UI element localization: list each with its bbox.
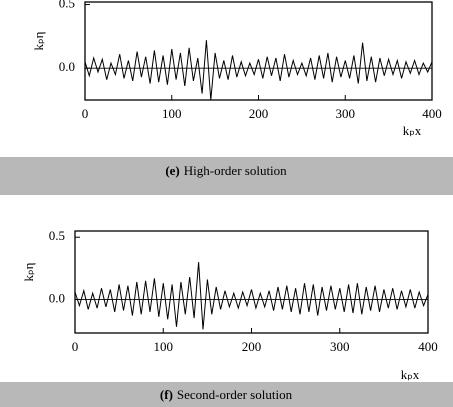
x-axis-label: kₚx <box>401 367 420 382</box>
plot-frame <box>84 1 433 101</box>
y-tick-label: 0.5 <box>59 0 75 11</box>
caption-band <box>0 382 453 407</box>
caption-text: Second-order solution <box>177 387 293 402</box>
plot-frame <box>74 230 429 334</box>
y-tick-label: 0.0 <box>49 290 65 305</box>
x-tick-label: 200 <box>249 106 269 121</box>
caption: (f) Second-order solution <box>160 387 293 402</box>
data-line <box>74 262 429 330</box>
y-axis-label: kₚη <box>31 31 46 50</box>
x-tick-label: 0 <box>72 339 79 354</box>
caption: (e) High-order solution <box>165 163 287 178</box>
x-tick-label: 100 <box>154 339 174 354</box>
data-line <box>84 40 433 101</box>
x-tick-label: 200 <box>242 339 262 354</box>
x-tick-label: 300 <box>330 339 350 354</box>
caption-label: (e) <box>165 163 179 178</box>
y-tick-label: 0.5 <box>49 228 65 243</box>
y-tick-label: 0.0 <box>59 59 75 74</box>
caption-text: High-order solution <box>184 163 287 178</box>
x-tick-label: 100 <box>162 106 182 121</box>
x-tick-label: 400 <box>418 339 438 354</box>
x-tick-label: 0 <box>82 106 89 121</box>
caption-band <box>0 157 453 195</box>
caption-label: (f) <box>160 387 173 402</box>
y-axis-label: kₚη <box>21 262 36 281</box>
x-axis-label: kₚx <box>403 123 422 138</box>
x-tick-label: 300 <box>336 106 356 121</box>
x-tick-label: 400 <box>422 106 442 121</box>
